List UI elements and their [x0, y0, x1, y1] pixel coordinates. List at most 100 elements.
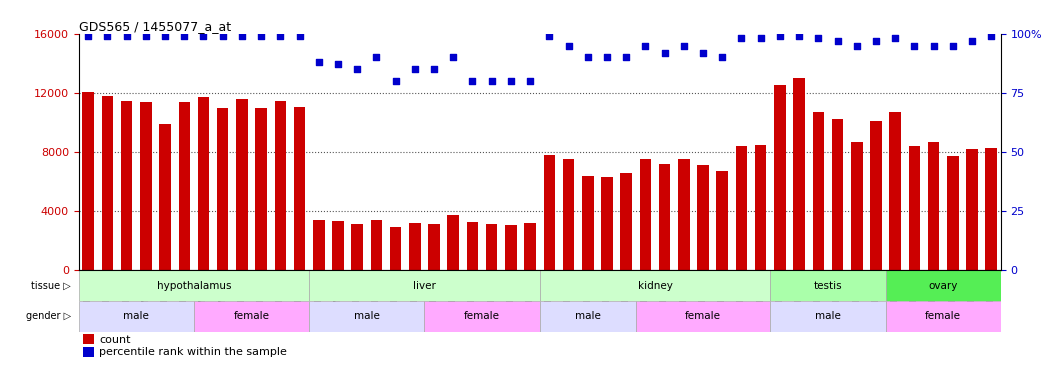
Bar — [770, 270, 886, 301]
Point — [771, 33, 788, 39]
Point — [137, 33, 154, 39]
Text: kidney: kidney — [637, 280, 673, 291]
Point — [291, 33, 308, 39]
Point — [444, 54, 461, 60]
Point — [157, 33, 174, 39]
Bar — [293, 107, 305, 270]
Bar — [390, 227, 401, 270]
Point — [849, 43, 866, 49]
Bar — [582, 176, 593, 270]
Text: female: female — [685, 311, 721, 321]
Point — [752, 36, 769, 42]
Bar — [159, 124, 171, 270]
Bar — [198, 97, 210, 270]
Point — [944, 43, 961, 49]
Point — [407, 66, 423, 72]
Bar — [79, 301, 194, 332]
Bar — [890, 112, 901, 270]
Point — [387, 78, 403, 84]
Bar — [121, 101, 132, 270]
Bar — [947, 156, 959, 270]
Point — [234, 33, 250, 39]
Text: testis: testis — [813, 280, 843, 291]
Bar — [466, 222, 478, 270]
Bar — [755, 145, 766, 270]
Bar — [236, 99, 247, 270]
Text: tissue ▷: tissue ▷ — [31, 280, 71, 291]
Bar — [371, 220, 383, 270]
Point — [329, 62, 346, 68]
Point — [99, 33, 115, 39]
Bar — [256, 108, 267, 270]
Bar — [332, 220, 344, 270]
Bar — [851, 142, 863, 270]
Bar — [194, 301, 309, 332]
Point — [656, 50, 673, 55]
Bar — [886, 301, 1001, 332]
Bar — [909, 146, 920, 270]
Bar — [717, 171, 728, 270]
Bar — [83, 334, 94, 344]
Bar — [79, 270, 309, 301]
Text: female: female — [234, 311, 269, 321]
Point — [790, 33, 807, 39]
Bar — [812, 112, 824, 270]
Bar — [659, 164, 671, 270]
Text: male: male — [354, 311, 379, 321]
Bar — [486, 224, 498, 270]
Point — [637, 43, 654, 49]
Point — [349, 66, 366, 72]
Text: male: male — [815, 311, 840, 321]
Point — [522, 78, 539, 84]
Text: liver: liver — [413, 280, 436, 291]
Point — [502, 78, 519, 84]
Point — [80, 33, 96, 39]
Text: percentile rank within the sample: percentile rank within the sample — [99, 347, 287, 357]
Text: count: count — [99, 334, 130, 345]
Bar — [178, 102, 190, 270]
Bar — [927, 142, 939, 270]
Point — [271, 33, 288, 39]
Text: ovary: ovary — [929, 280, 958, 291]
Point — [964, 38, 981, 44]
Point — [983, 33, 1000, 39]
Text: male: male — [574, 311, 601, 321]
Point — [425, 66, 442, 72]
Point — [214, 33, 231, 39]
Bar — [602, 177, 613, 270]
Bar — [447, 215, 459, 270]
Point — [829, 38, 846, 44]
Point — [176, 33, 193, 39]
Bar — [275, 101, 286, 270]
Point — [310, 59, 327, 65]
Text: hypothalamus: hypothalamus — [156, 280, 232, 291]
Point — [483, 78, 500, 84]
Bar — [870, 121, 881, 270]
Bar — [832, 120, 844, 270]
Text: female: female — [464, 311, 500, 321]
Bar — [429, 224, 440, 270]
Text: female: female — [925, 311, 961, 321]
Point — [887, 36, 903, 42]
Bar — [424, 301, 540, 332]
Point — [675, 43, 692, 49]
Point — [541, 33, 558, 39]
Bar — [102, 96, 113, 270]
Bar — [736, 146, 747, 270]
Point — [368, 54, 385, 60]
Point — [195, 33, 212, 39]
Point — [580, 54, 596, 60]
Bar — [620, 172, 632, 270]
Point — [598, 54, 615, 60]
Point — [868, 38, 885, 44]
Bar — [770, 301, 886, 332]
Bar — [544, 155, 555, 270]
Bar — [505, 225, 517, 270]
Point — [733, 36, 749, 42]
Bar — [409, 223, 420, 270]
Point — [560, 43, 576, 49]
Point — [714, 54, 730, 60]
Bar — [540, 301, 636, 332]
Bar — [83, 92, 94, 270]
Bar — [83, 347, 94, 357]
